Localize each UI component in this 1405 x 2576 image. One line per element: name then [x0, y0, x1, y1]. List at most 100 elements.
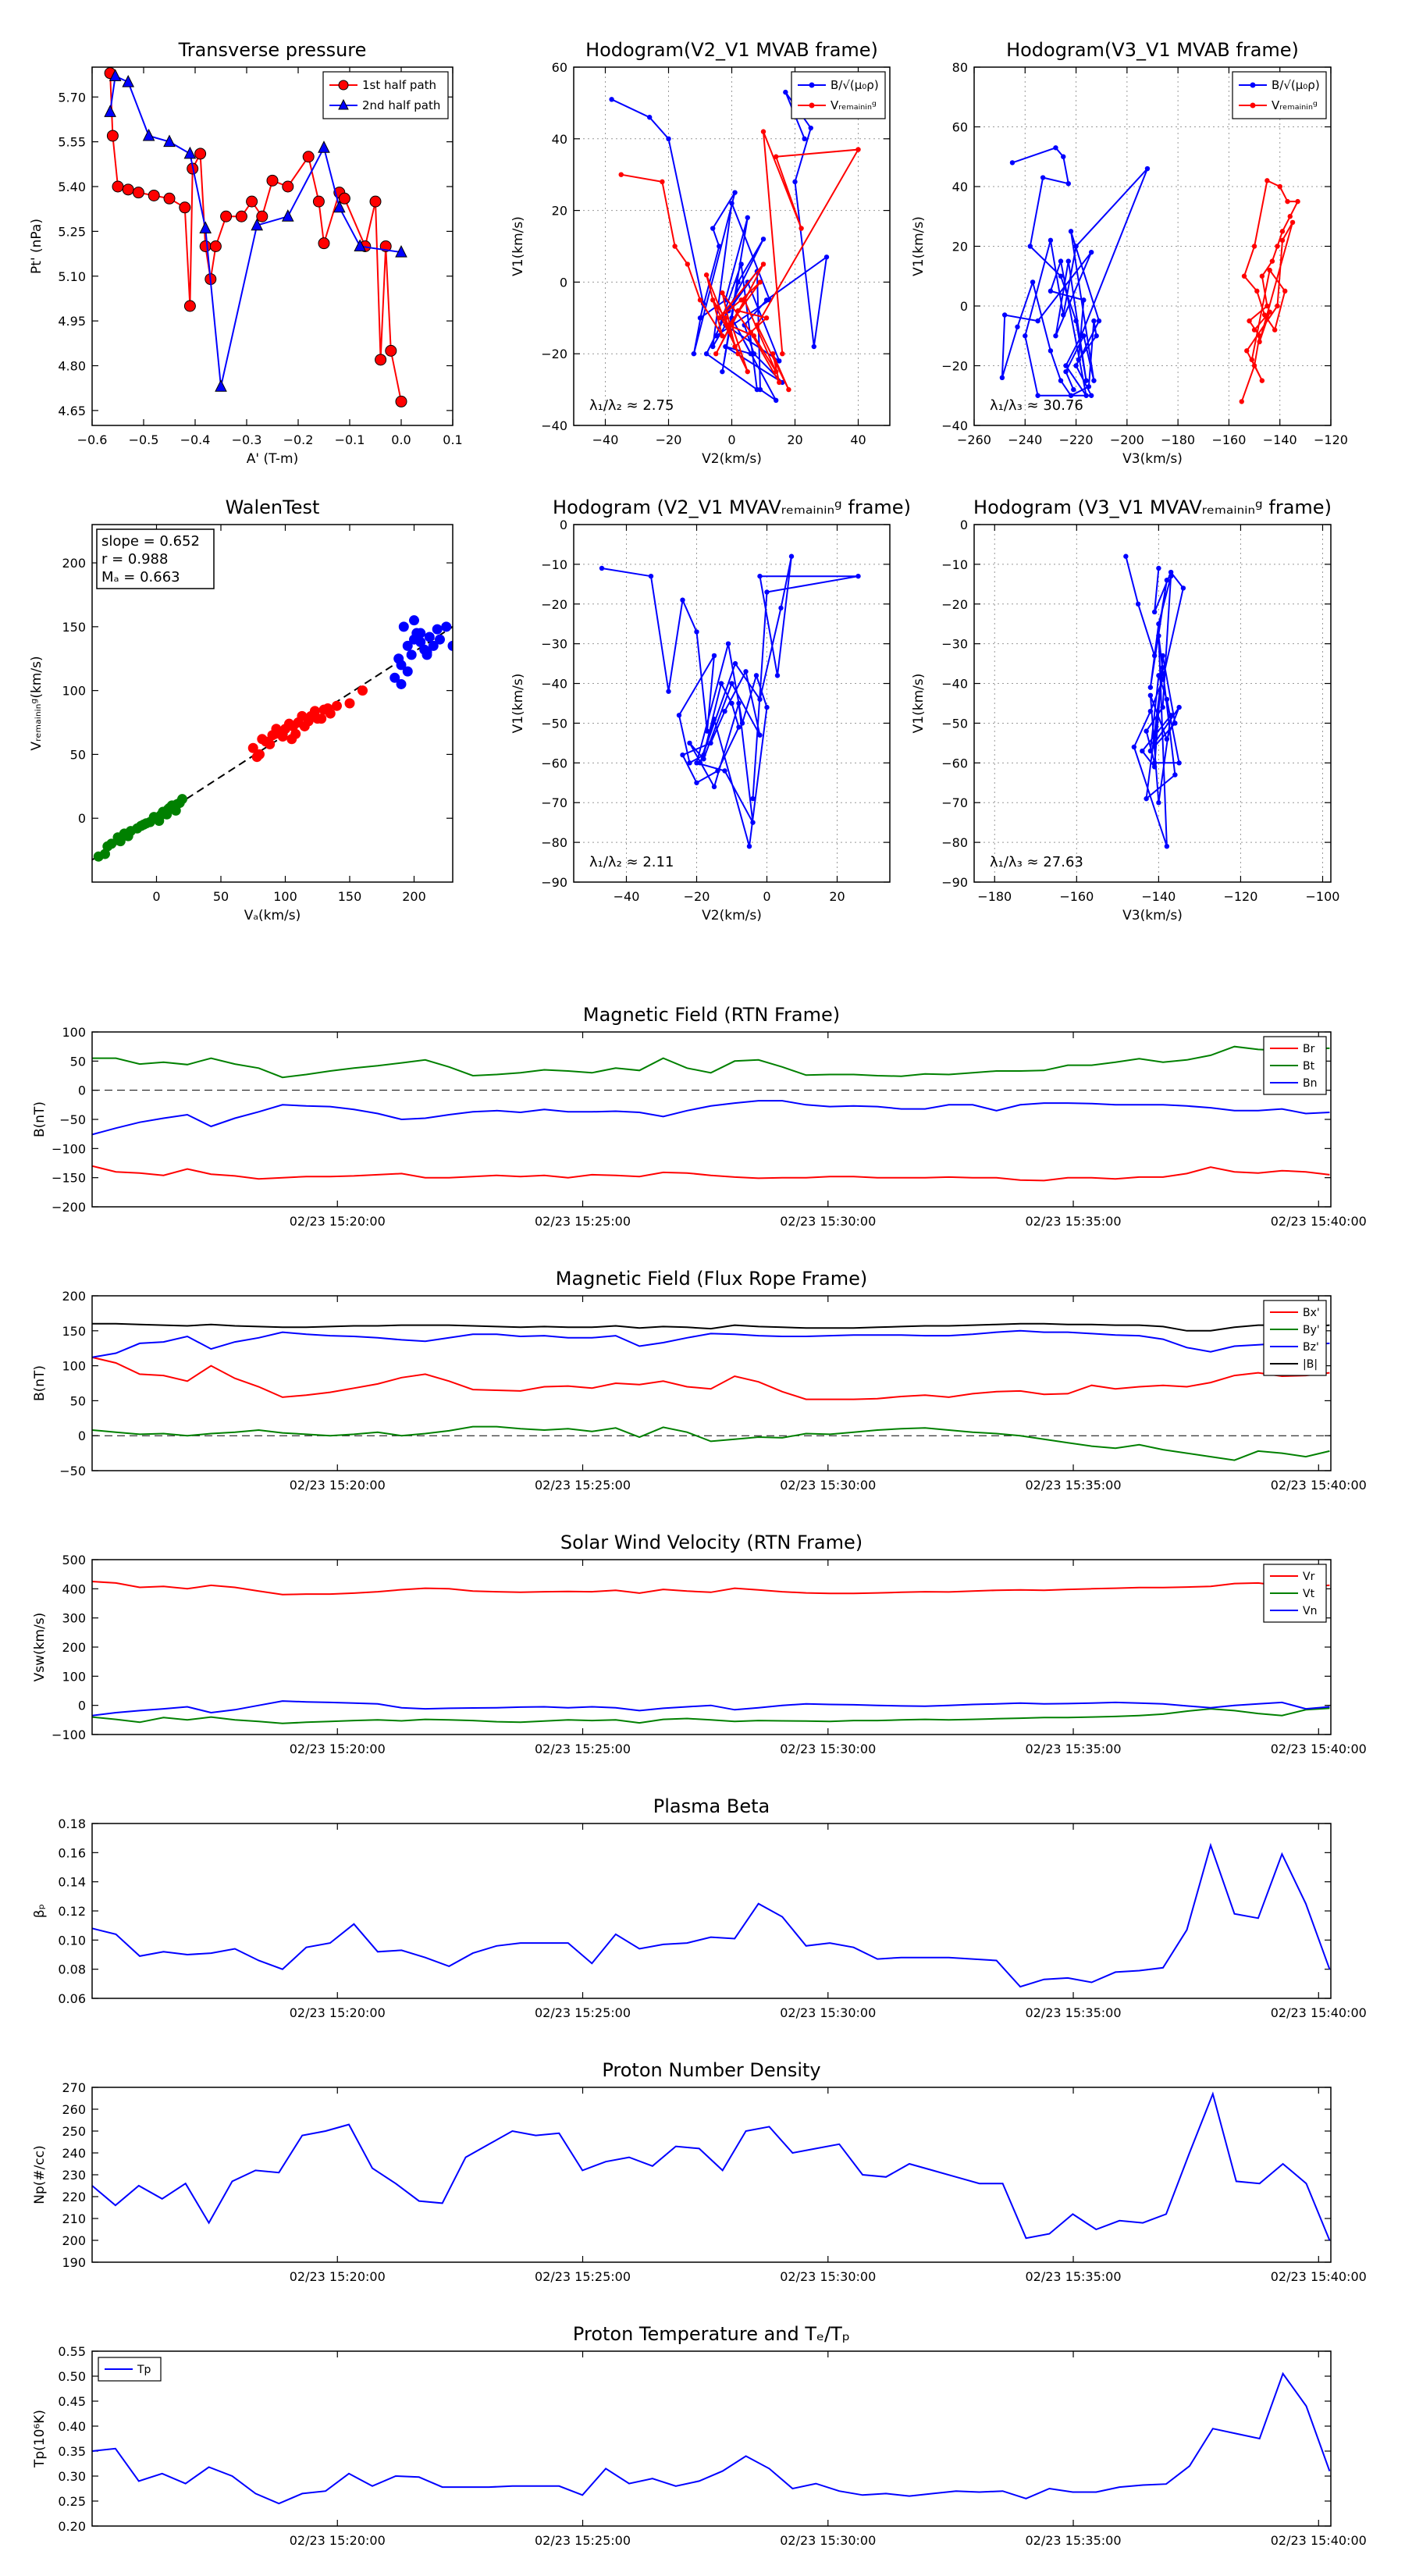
plot-frame	[91, 1559, 1332, 1735]
x-tick-label: 02/23 15:30:00	[780, 1214, 876, 1229]
legend-label: Bx'	[1303, 1307, 1320, 1319]
plot-frame	[91, 1031, 1332, 1208]
data-point	[760, 129, 767, 134]
chart-title: Magnetic Field (RTN Frame)	[583, 1004, 840, 1026]
data-point	[760, 262, 767, 267]
data-point	[1083, 378, 1089, 383]
y-tick-label: −10	[941, 557, 968, 572]
data-point	[736, 700, 742, 706]
data-point	[1257, 339, 1262, 345]
series-line-Bt	[92, 1045, 1330, 1079]
data-point	[999, 375, 1005, 380]
series-line-B/√(μ₀ρ)	[1001, 147, 1148, 397]
data-point	[1151, 740, 1158, 746]
series-line-Vr	[92, 1581, 1330, 1596]
x-tick-label: 02/23 15:25:00	[535, 1214, 631, 1229]
plot-area	[92, 1045, 1331, 1182]
x-tick-label: 02/23 15:35:00	[1025, 1478, 1121, 1493]
legend-marker	[1250, 102, 1256, 109]
data-point	[402, 640, 413, 651]
x-tick-label: 0	[763, 889, 770, 904]
data-point	[435, 634, 445, 645]
data-point	[1144, 728, 1149, 734]
data-point	[122, 183, 134, 196]
data-point	[786, 386, 791, 393]
data-point	[778, 605, 784, 611]
data-point	[1272, 327, 1278, 333]
x-tick-label: 02/23 15:30:00	[780, 1742, 876, 1756]
data-point	[1091, 378, 1097, 383]
data-point	[265, 738, 276, 749]
data-point	[1279, 237, 1286, 244]
data-point	[322, 703, 333, 714]
x-tick-label: 02/23 15:40:00	[1271, 1214, 1367, 1229]
data-point	[1135, 601, 1141, 607]
data-point	[1151, 760, 1158, 766]
data-point	[422, 649, 432, 660]
legend-label: 2nd half path	[362, 98, 440, 112]
y-tick-label: 150	[62, 1324, 86, 1339]
data-point	[385, 344, 397, 357]
legend: Tp	[98, 2357, 162, 2382]
data-point	[757, 696, 763, 703]
data-point	[251, 752, 262, 763]
y-axis-label: Vsw(km/s)	[32, 1613, 48, 1682]
data-point	[287, 720, 298, 731]
y-tick-label: −20	[941, 597, 968, 612]
legend-label: B/√(μ₀ρ)	[831, 78, 879, 92]
data-point	[763, 297, 770, 303]
data-point	[735, 351, 741, 357]
data-point	[1156, 673, 1161, 678]
annotation-line: slope = 0.652	[101, 533, 200, 550]
y-tick-label: −40	[541, 677, 567, 692]
data-point	[694, 780, 699, 785]
x-tick-label: 02/23 15:20:00	[290, 2269, 386, 2284]
y-tick-label: 500	[62, 1553, 86, 1567]
data-point	[1267, 267, 1272, 273]
y-axis-label: V1(km/s)	[510, 674, 526, 734]
series-line-data	[1125, 556, 1184, 847]
series-line-Bx'	[92, 1356, 1330, 1400]
data-point	[269, 728, 280, 739]
data-point	[1168, 573, 1174, 579]
data-point	[246, 195, 258, 208]
data-point	[732, 660, 738, 667]
annotation: λ₁/λ₃ ≈ 27.63	[990, 854, 1083, 870]
y-tick-label: −100	[52, 1727, 86, 1742]
data-point	[220, 210, 233, 222]
x-tick-label: −100	[1306, 889, 1340, 904]
data-point	[389, 672, 400, 683]
y-tick-label: −90	[941, 875, 968, 890]
chart-title: Transverse pressure	[178, 39, 367, 61]
data-point	[757, 279, 763, 285]
data-point	[312, 195, 325, 208]
data-point	[704, 728, 710, 734]
data-point	[713, 351, 719, 357]
data-point	[777, 379, 782, 386]
data-point	[1168, 713, 1174, 718]
x-tick-label: 02/23 15:25:00	[535, 1478, 631, 1493]
data-point	[209, 240, 222, 252]
legend-box	[1232, 71, 1327, 119]
x-tick-label: 20	[787, 432, 802, 447]
x-tick-label: 02/23 15:40:00	[1271, 2005, 1367, 2020]
plot-area	[104, 67, 407, 407]
x-tick-label: 02/23 15:25:00	[535, 1742, 631, 1756]
y-tick-label: 100	[62, 1359, 86, 1374]
data-point	[395, 245, 407, 258]
data-point	[751, 351, 757, 357]
y-tick-label: −20	[541, 347, 567, 361]
x-tick-label: 02/23 15:35:00	[1025, 2533, 1121, 2548]
data-point	[694, 760, 699, 766]
x-tick-label: −200	[1110, 432, 1144, 447]
data-point	[729, 700, 735, 706]
y-tick-label: 0	[78, 1083, 86, 1098]
data-point	[1147, 692, 1154, 699]
data-point	[106, 130, 119, 142]
data-point	[811, 343, 817, 350]
y-tick-label: 0	[960, 299, 968, 314]
data-point	[764, 704, 770, 710]
series-line-Vn	[92, 1700, 1330, 1717]
legend-label: Bz'	[1303, 1341, 1319, 1354]
data-point	[788, 553, 795, 559]
